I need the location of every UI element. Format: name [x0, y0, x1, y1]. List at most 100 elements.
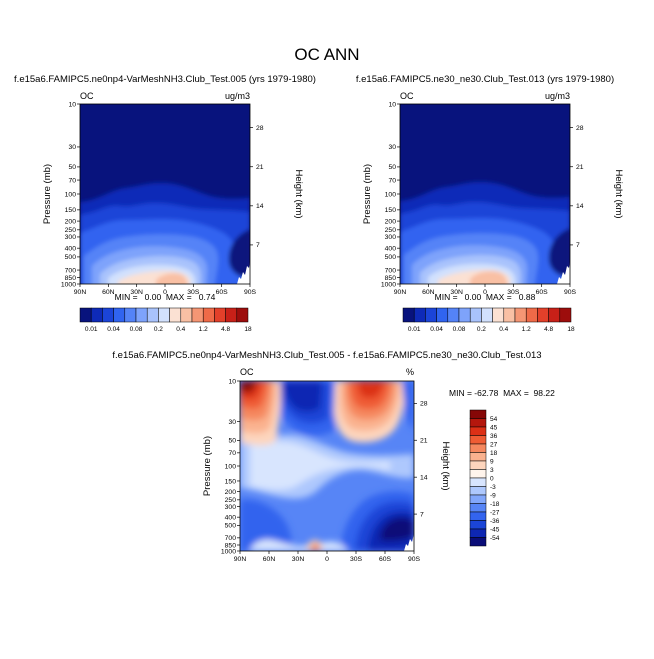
panel-3-colorbar-label: 9	[490, 458, 494, 465]
panel-3-surface-light	[250, 539, 348, 551]
panel-2-colorbar-swatch	[492, 307, 505, 323]
panel-1-colorbar-label: 0.04	[107, 326, 120, 333]
panel-2-y-tick-label: 150	[385, 207, 397, 214]
panel-2-x-tick-label: 0	[483, 289, 487, 296]
panel-1-y-tick-label: 200	[65, 218, 77, 225]
panel-2-title: f.e15a6.FAMIPC5.ne30_ne30.Club_Test.013 …	[356, 74, 614, 85]
panel-1-y-tick-label: 400	[65, 245, 77, 252]
panel-1-colorbar-swatch	[113, 307, 126, 323]
panel-1-colorbar-swatch	[225, 307, 238, 323]
panel-1-colorbar-swatch	[214, 307, 226, 323]
panel-3-y-tick-label: 70	[228, 450, 236, 457]
panel-1-y-tick-label: 250	[65, 227, 77, 234]
panel-3-colorbar-label: 27	[490, 441, 498, 448]
panel-2-contours	[400, 104, 570, 284]
panel-3-y-tick-label: 850	[225, 542, 237, 549]
panel-3-y-tick-label: 50	[228, 438, 236, 445]
panel-3-colorbar-swatch	[469, 528, 487, 538]
panel-2-y2-tick-label: 14	[576, 203, 584, 210]
panel-3-colorbar-label: 0	[490, 475, 494, 482]
panel-2-colorbar-swatch	[537, 307, 549, 323]
panel-1: f.e15a6.FAMIPC5.ne0np4-VarMeshNH3.Club_T…	[14, 74, 316, 333]
panel-1-x-tick-label: 30N	[130, 289, 143, 296]
panel-1-colorbar-swatch	[90, 307, 103, 323]
panel-2-topography-mask	[557, 262, 570, 284]
panel-3-colorbar-swatch	[469, 426, 487, 436]
panel-3-colorbar-swatch	[469, 503, 487, 513]
panel-3-x-tick-label: 60N	[263, 556, 276, 563]
panel-3-y-tick-label: 1000	[221, 548, 236, 555]
panel-3-sh-pole-blue	[402, 381, 414, 430]
panel-3-y-tick-label: 100	[225, 463, 237, 470]
panel-2-y-tick-label: 10	[388, 101, 396, 108]
panel-1-colorbar-swatch	[102, 307, 114, 323]
panel-3-left-label: OC	[240, 367, 254, 377]
panel-3-x-tick-label: 60S	[379, 556, 392, 563]
figure-title: OC ANN	[294, 45, 359, 64]
panel-3-colorbar-label: 36	[490, 433, 498, 440]
panel-3-light-band-2	[250, 441, 390, 490]
panel-3-y-tick-label: 200	[225, 489, 237, 496]
panel-1-colorbar-swatch	[202, 307, 215, 323]
panel-1-x-tick-label: 60N	[102, 289, 115, 296]
panel-1-x-tick-label: 0	[163, 289, 167, 296]
panel-1-y-axis-title: Pressure (mb)	[42, 164, 53, 224]
panel-3-colorbar-label: 3	[490, 467, 494, 474]
panel-3-y-tick-label: 400	[225, 514, 237, 521]
panel-3-y-tick-label: 700	[225, 535, 237, 542]
panel-2-colorbar-label: 0.4	[499, 326, 508, 333]
panel-2-colorbar-swatch	[469, 307, 482, 323]
panel-3-topography-mask	[404, 534, 414, 551]
panel-1-colorbar-label: 0.08	[130, 326, 143, 333]
panel-1-y-tick-label: 30	[68, 144, 76, 151]
panel-1-colorbar-label: 0.4	[176, 326, 185, 333]
panel-3-x-tick-label: 90S	[408, 556, 421, 563]
panel-1-stats: MIN = 0.00 MAX = 0.74	[115, 292, 216, 302]
panel-2-colorbar-swatch	[514, 307, 527, 323]
panel-3-units-label: %	[406, 367, 414, 377]
panel-2-colorbar-label: 4.8	[544, 326, 553, 333]
panel-3-colorbar-label: -9	[490, 492, 496, 499]
panel-2-y-axis-title: Pressure (mb)	[362, 164, 373, 224]
panel-3-y2-axis-title: Height (km)	[440, 441, 451, 490]
panel-2-y-tick-label: 100	[385, 191, 397, 198]
panel-2-y2-tick-label: 28	[576, 125, 584, 132]
panel-1-colorbar-label: 18	[244, 326, 252, 333]
panel-1-x-tick-label: 90N	[74, 289, 87, 296]
panel-1-colorbar-swatch	[191, 307, 204, 323]
panel-3-upper-blue-3	[284, 381, 322, 412]
panel-1-colorbar-swatch	[135, 307, 148, 323]
panel-3-colorbar-swatch	[469, 469, 487, 479]
panel-3-stats: MIN = -62.78 MAX = 98.22	[449, 388, 555, 398]
panel-3-colorbar-swatch	[469, 443, 487, 453]
panel-3-y-tick-label: 150	[225, 478, 237, 485]
panel-3-y-tick-label: 250	[225, 497, 237, 504]
panel-3-y-tick-label: 500	[225, 523, 237, 530]
panel-1-y2-tick-label: 28	[256, 125, 264, 132]
panel-1-y-tick-label: 10	[68, 101, 76, 108]
panel-1-left-label: OC	[80, 91, 94, 101]
panel-1-colorbar-swatch	[236, 307, 249, 323]
panel-1-title: f.e15a6.FAMIPC5.ne0np4-VarMeshNH3.Club_T…	[14, 74, 316, 85]
panel-1-y-tick-label: 50	[68, 164, 76, 171]
panel-1-y-tick-label: 850	[65, 275, 77, 282]
panel-2-colorbar-swatch	[559, 307, 572, 323]
panel-2-colorbar-label: 18	[567, 326, 575, 333]
panel-1-y-tick-label: 300	[65, 234, 77, 241]
panel-3-colorbar-swatch	[469, 520, 487, 530]
panel-1-y2-tick-label: 21	[256, 164, 264, 171]
panel-2-y-tick-label: 30	[388, 144, 396, 151]
panel-1-y2-axis-title: Height (km)	[293, 169, 304, 218]
panel-2-y-tick-label: 50	[388, 164, 396, 171]
panel-1-x-tick-label: 60S	[216, 289, 229, 296]
panel-2-colorbar-swatch	[413, 307, 426, 323]
panel-2-y-tick-label: 70	[388, 177, 396, 184]
panel-3: f.e15a6.FAMIPC5.ne0np4-VarMeshNH3.Club_T…	[112, 350, 555, 563]
panel-2-y2-axis-title: Height (km)	[613, 169, 624, 218]
panel-3-colorbar-label: -45	[490, 526, 500, 533]
panel-3-title: f.e15a6.FAMIPC5.ne0np4-VarMeshNH3.Club_T…	[112, 350, 541, 361]
panel-1-y-tick-label: 500	[65, 254, 77, 261]
panel-3-y-tick-label: 30	[228, 419, 236, 426]
panel-3-colorbar-label: -36	[490, 518, 500, 525]
panel-2-x-tick-label: 30S	[507, 289, 520, 296]
